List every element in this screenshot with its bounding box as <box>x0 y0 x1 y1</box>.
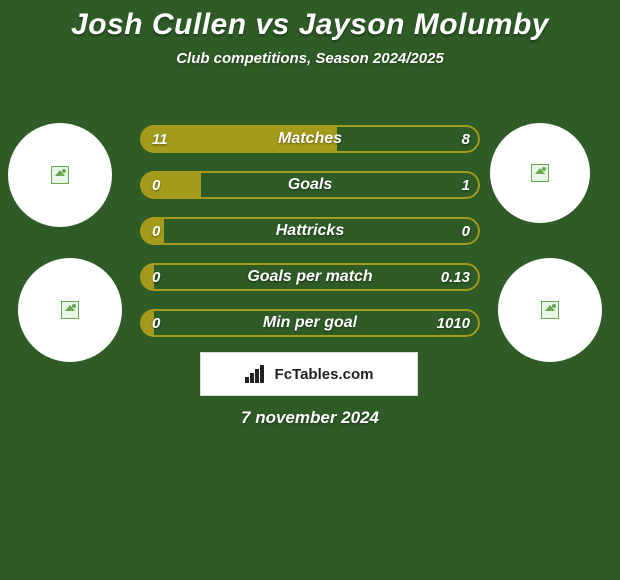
broken-image-icon <box>541 301 559 319</box>
player1-club-avatar <box>18 258 122 362</box>
stat-row: 11Matches8 <box>140 125 480 153</box>
stat-label: Goals per match <box>140 263 480 291</box>
broken-image-icon <box>61 301 79 319</box>
comparison-card: Josh Cullen vs Jayson Molumby Club compe… <box>0 0 620 580</box>
page-subtitle: Club competitions, Season 2024/2025 <box>0 50 620 67</box>
stat-label: Matches <box>140 125 480 153</box>
broken-image-icon <box>531 164 549 182</box>
date-text: 7 november 2024 <box>0 408 620 428</box>
branding-text: FcTables.com <box>275 366 374 383</box>
branding: FcTables.com <box>200 352 418 396</box>
stat-row: 0Hattricks0 <box>140 217 480 245</box>
player2-avatar <box>490 123 590 223</box>
stat-value-right: 0.13 <box>441 263 470 291</box>
broken-image-icon <box>51 166 69 184</box>
stat-row: 0Min per goal1010 <box>140 309 480 337</box>
player2-club-avatar <box>498 258 602 362</box>
stat-rows: 11Matches80Goals10Hattricks00Goals per m… <box>140 125 480 355</box>
player1-avatar <box>8 123 112 227</box>
stat-row: 0Goals per match0.13 <box>140 263 480 291</box>
fctables-logo-icon <box>245 365 269 383</box>
stat-row: 0Goals1 <box>140 171 480 199</box>
stat-label: Goals <box>140 171 480 199</box>
stat-value-right: 0 <box>462 217 470 245</box>
stat-value-right: 1 <box>462 171 470 199</box>
stat-label: Min per goal <box>140 309 480 337</box>
page-title: Josh Cullen vs Jayson Molumby <box>0 0 620 42</box>
stat-value-right: 8 <box>462 125 470 153</box>
stat-value-right: 1010 <box>437 309 470 337</box>
stat-label: Hattricks <box>140 217 480 245</box>
